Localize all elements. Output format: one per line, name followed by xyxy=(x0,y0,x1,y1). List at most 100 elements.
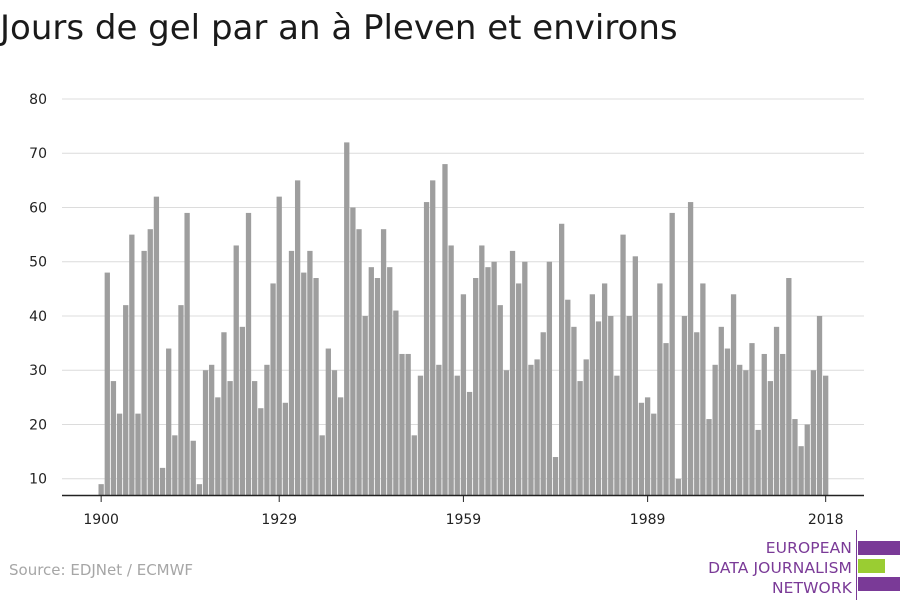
bar xyxy=(313,278,319,495)
bar xyxy=(522,261,528,495)
bar xyxy=(565,299,571,495)
bar xyxy=(460,294,467,495)
bar xyxy=(663,343,669,495)
bar xyxy=(737,364,743,495)
bar xyxy=(209,364,215,495)
bar-series xyxy=(98,142,829,496)
bar xyxy=(546,261,553,495)
bar xyxy=(620,234,626,495)
bar xyxy=(786,278,792,495)
bar xyxy=(301,272,307,495)
x-axis-ticks: 1900 1929 1959 1989 2018 xyxy=(83,495,843,528)
y-tick-label: 10 xyxy=(29,472,47,488)
bar xyxy=(141,250,147,495)
bar xyxy=(823,375,829,495)
bar xyxy=(810,370,817,495)
bar xyxy=(724,348,731,495)
bar xyxy=(294,180,301,495)
logo-line-3: NETWORK xyxy=(771,579,852,597)
bar xyxy=(172,435,178,495)
bar xyxy=(516,283,522,495)
bar xyxy=(509,250,516,495)
bar xyxy=(466,391,473,495)
logo-line-1: EUROPEAN xyxy=(765,539,852,557)
bar xyxy=(700,283,706,495)
bar xyxy=(239,326,246,495)
bar xyxy=(399,353,405,495)
bar xyxy=(166,348,172,495)
bar xyxy=(675,478,681,495)
bar xyxy=(380,229,387,496)
bar xyxy=(110,381,117,495)
bar xyxy=(344,142,350,495)
bar xyxy=(755,429,761,495)
bar xyxy=(393,310,399,495)
bar xyxy=(368,267,374,495)
y-tick-label: 40 xyxy=(29,309,47,325)
y-axis-ticks: 10 20 30 40 50 60 70 80 xyxy=(29,92,47,488)
bar xyxy=(337,397,344,495)
bar xyxy=(178,305,184,495)
bar xyxy=(626,315,632,495)
bar xyxy=(448,245,454,495)
chart-title: Jours de gel par an à Pleven et environs xyxy=(0,8,678,48)
bar xyxy=(583,359,589,495)
x-tick-label: 1900 xyxy=(83,512,119,528)
bar xyxy=(221,332,227,495)
bar xyxy=(258,408,264,495)
bar xyxy=(196,484,203,495)
logo-line-2: DATA JOURNALISM xyxy=(708,559,852,577)
bar xyxy=(773,326,780,495)
bar xyxy=(288,250,295,495)
bar xyxy=(669,212,675,496)
bar xyxy=(184,212,190,496)
x-tick-label: 1929 xyxy=(261,512,297,528)
bar xyxy=(528,364,534,495)
bar xyxy=(215,397,221,495)
bar xyxy=(743,370,749,495)
bar xyxy=(767,381,774,495)
x-tick-label: 2018 xyxy=(808,512,844,528)
source-note: Source: EDJNet / ECMWF xyxy=(9,561,194,579)
bar xyxy=(104,272,110,495)
bar xyxy=(571,326,577,495)
bar xyxy=(129,234,135,495)
bar xyxy=(589,294,595,495)
bar xyxy=(730,294,737,495)
bar xyxy=(356,229,362,496)
bar xyxy=(123,305,129,495)
bar xyxy=(423,202,430,496)
bar xyxy=(632,256,638,495)
x-tick-label: 1989 xyxy=(630,512,666,528)
bar xyxy=(792,419,798,495)
bar xyxy=(147,229,153,496)
bar xyxy=(706,419,712,495)
bar xyxy=(718,326,724,495)
bar xyxy=(595,321,602,495)
bar xyxy=(331,370,338,495)
bar xyxy=(430,180,436,495)
bar xyxy=(614,375,620,495)
y-tick-label: 70 xyxy=(29,146,47,162)
frost-days-bar-chart: 10 20 30 40 50 60 70 80 1900 1929 1959 1989 2018 xyxy=(29,92,864,528)
bar xyxy=(687,202,694,496)
bar xyxy=(749,343,755,495)
bar xyxy=(202,370,209,495)
bar xyxy=(417,375,424,495)
logo-bar-green xyxy=(858,559,885,573)
bar xyxy=(245,212,252,496)
bar xyxy=(350,207,356,495)
bar xyxy=(497,305,503,495)
bar xyxy=(638,402,645,495)
bar xyxy=(601,283,608,495)
y-tick-label: 30 xyxy=(29,363,47,379)
logo-bar-purple-top xyxy=(858,541,900,555)
bar xyxy=(651,413,657,495)
bar xyxy=(116,413,123,495)
bar xyxy=(485,267,491,495)
logo-bar-purple-bottom xyxy=(858,577,900,591)
bar xyxy=(98,484,104,495)
bar xyxy=(325,348,331,495)
bar xyxy=(233,245,239,495)
bar xyxy=(190,440,196,495)
